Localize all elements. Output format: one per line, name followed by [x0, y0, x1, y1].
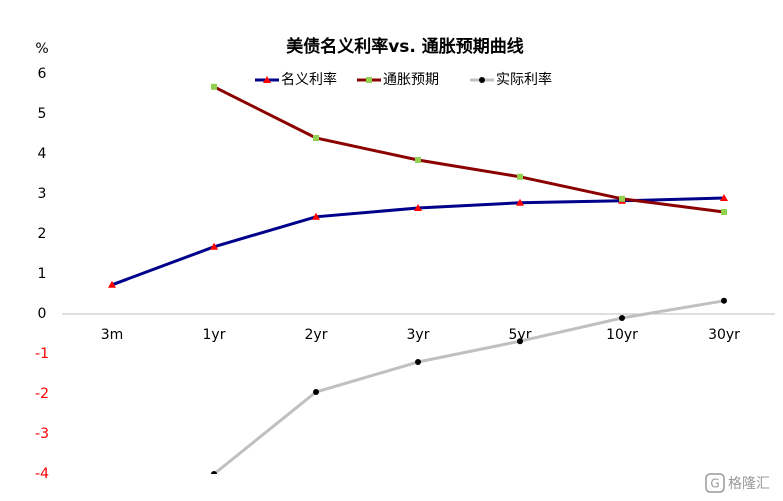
marker: [517, 338, 523, 345]
series: [211, 297, 727, 474]
y-tick-label: 4: [38, 146, 47, 162]
series: [211, 83, 727, 215]
marker: [720, 194, 728, 201]
marker: [619, 195, 625, 202]
x-tick-label: 10yr: [606, 327, 638, 343]
y-tick-label: 6: [38, 66, 47, 82]
marker: [721, 297, 727, 304]
x-tick-label: 3m: [101, 327, 124, 343]
x-tick-label: 1yr: [203, 327, 226, 343]
marker: [415, 157, 421, 163]
marker: [211, 471, 217, 474]
y-tick-label: -1: [35, 346, 49, 362]
marker: [211, 83, 217, 90]
marker: [414, 204, 422, 211]
svg-text:G: G: [710, 477, 719, 491]
watermark: 格隆汇: [728, 476, 770, 492]
marker: [313, 389, 319, 395]
marker: [313, 135, 319, 141]
marker: [721, 209, 727, 215]
marker: [619, 315, 625, 321]
x-tick-label: 30yr: [708, 327, 740, 343]
watermark-logo: G: [705, 473, 725, 493]
y-tick-label: 2: [38, 226, 47, 242]
marker: [366, 77, 372, 83]
y-tick-label: -2: [35, 386, 49, 402]
legend-label: 通胀预期: [383, 72, 439, 88]
marker: [479, 77, 485, 83]
chart-title: 美债名义利率vs. 通胀预期曲线: [286, 36, 524, 57]
series-line: [213, 85, 725, 214]
marker: [312, 212, 320, 220]
series: [108, 194, 728, 288]
y-tick-label: -3: [35, 426, 49, 442]
x-tick-label: 3yr: [407, 327, 430, 343]
y-unit: %: [35, 41, 48, 57]
marker: [516, 198, 524, 206]
marker: [263, 76, 271, 83]
marker: [108, 280, 116, 288]
y-tick-label: 3: [38, 186, 47, 202]
legend-label: 名义利率: [281, 71, 337, 88]
marker: [415, 359, 421, 365]
marker: [210, 242, 218, 250]
series-line: [111, 196, 725, 287]
marker: [517, 173, 523, 180]
y-tick-label: 0: [38, 306, 47, 322]
y-tick-label: 1: [38, 266, 47, 282]
series-line: [213, 299, 725, 474]
x-tick-label: 2yr: [305, 327, 328, 343]
legend-label: 实际利率: [496, 71, 552, 88]
y-tick-label: 5: [38, 106, 47, 122]
y-tick-label: -4: [35, 466, 49, 482]
